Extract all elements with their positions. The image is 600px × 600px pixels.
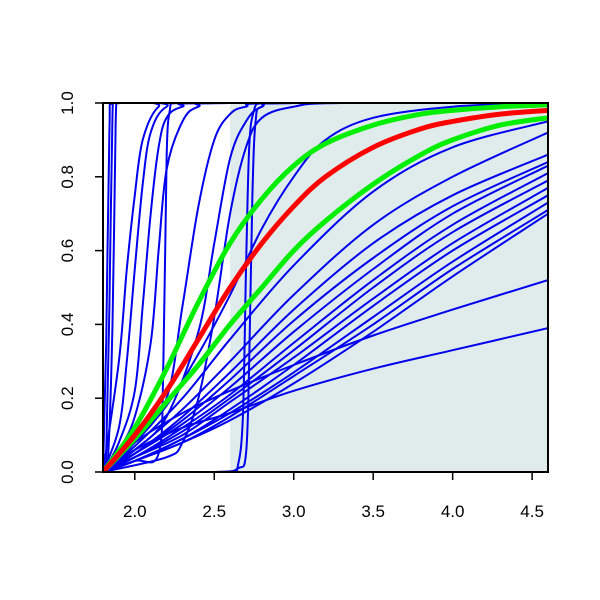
x-tick-label-5: 4.5 <box>520 502 544 521</box>
series-line-red-28 <box>103 107 548 472</box>
x-tick-label-3: 3.5 <box>361 502 385 521</box>
y-tick-label-2: 0.4 <box>58 313 77 337</box>
series-line-green-30 <box>103 115 548 472</box>
series-line-blue-0 <box>103 103 548 472</box>
series-line-blue-13 <box>103 103 548 472</box>
series-line-blue-5 <box>103 103 548 472</box>
series-layer <box>103 103 548 472</box>
series-line-blue-4 <box>103 103 548 472</box>
y-tick-label-5: 1.0 <box>58 91 77 115</box>
plot-frame <box>102 102 549 473</box>
x-tick-label-2: 3.0 <box>282 502 306 521</box>
y-tick-label-0: 0.0 <box>58 460 77 484</box>
axes-layer: 2.0 2.5 3.0 3.5 4.0 4.5 0.0 0.2 0.4 0.6 0.8 1.0 <box>58 91 549 521</box>
series-line-blue-18 <box>103 164 548 472</box>
series-line-blue-26 <box>103 279 548 472</box>
series-line-blue-25 <box>103 212 548 472</box>
series-line-blue-3 <box>103 103 548 472</box>
y-tick-label-1: 0.2 <box>58 386 77 410</box>
series-line-blue-11 <box>103 103 548 472</box>
x-tick-label-1: 2.5 <box>202 502 226 521</box>
series-line-green-29 <box>103 103 548 472</box>
series-line-blue-27 <box>103 327 548 472</box>
y-tick-label-4: 0.8 <box>58 165 77 189</box>
series-line-blue-21 <box>103 186 548 472</box>
y-tick-label-3: 0.6 <box>58 239 77 263</box>
series-line-blue-15 <box>103 131 548 472</box>
x-tick-label-0: 2.0 <box>123 502 147 521</box>
series-line-blue-2 <box>103 103 548 472</box>
x-tick-label-4: 4.0 <box>441 502 465 521</box>
